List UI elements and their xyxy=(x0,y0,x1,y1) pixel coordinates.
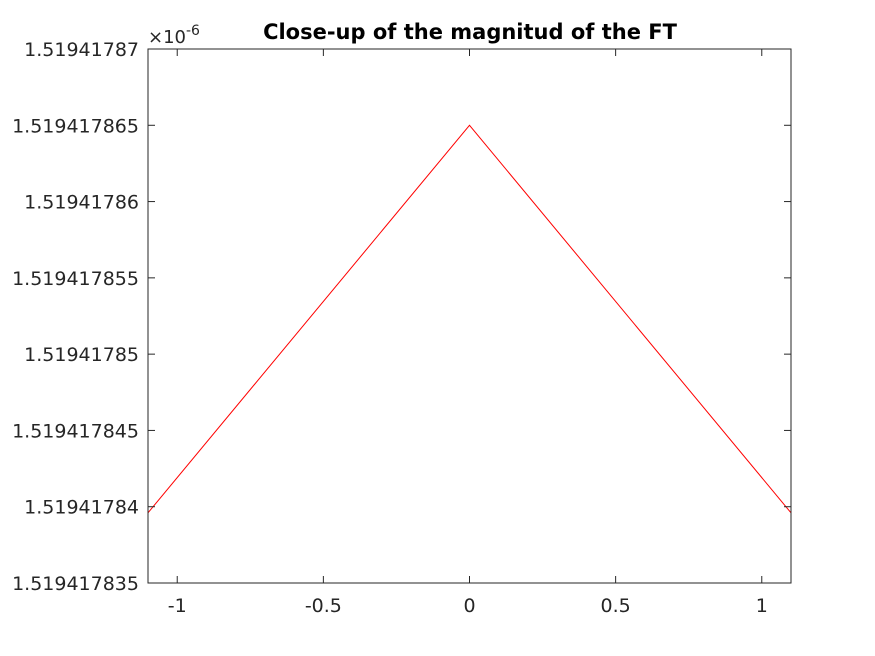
y-exponent-base: ×10 xyxy=(148,27,186,48)
y-tick-label: 1.519417835 xyxy=(12,573,139,595)
x-tick-label: -0.5 xyxy=(305,595,342,617)
plot-area xyxy=(148,49,791,583)
y-tick-label: 1.51941785 xyxy=(24,344,139,366)
series-layer xyxy=(147,124,792,514)
y-tick-label: 1.51941787 xyxy=(24,39,139,61)
y-tick-label: 1.519417845 xyxy=(12,420,139,442)
x-ticks: -1 -0.5 0 0.5 1 xyxy=(168,49,768,617)
series-line-0 xyxy=(147,124,792,514)
x-tick-label: 0 xyxy=(463,595,475,617)
x-tick-label: -1 xyxy=(168,595,187,617)
y-tick-label: 1.51941784 xyxy=(24,497,139,519)
y-exponent: ×10-6 xyxy=(148,23,200,48)
y-ticks: 1.519417835 1.51941784 1.519417845 1.519417… xyxy=(12,39,791,595)
x-tick-label: 1 xyxy=(756,595,768,617)
y-tick-label: 1.519417855 xyxy=(12,268,139,290)
x-tick-label: 0.5 xyxy=(601,595,631,617)
y-tick-label: 1.51941786 xyxy=(24,192,139,214)
chart-title: Close-up of the magnitud of the FT xyxy=(263,20,678,44)
y-exponent-power: -6 xyxy=(186,23,200,39)
y-tick-label: 1.519417865 xyxy=(12,115,139,137)
